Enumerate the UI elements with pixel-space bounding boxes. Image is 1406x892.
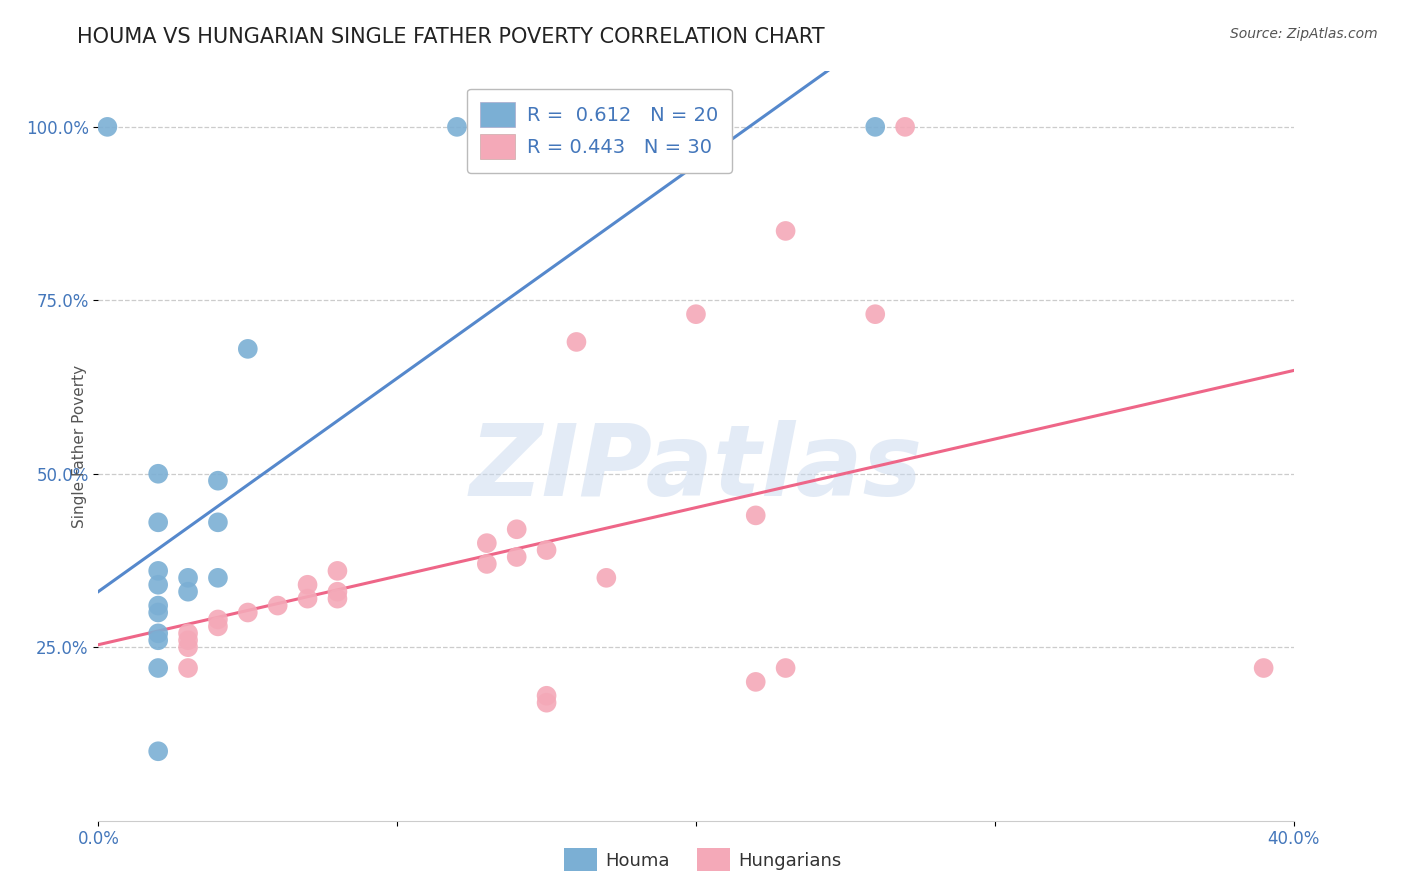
Legend: R =  0.612   N = 20, R = 0.443   N = 30: R = 0.612 N = 20, R = 0.443 N = 30 bbox=[467, 88, 731, 172]
Point bbox=[207, 619, 229, 633]
Point bbox=[297, 578, 319, 592]
Point bbox=[865, 120, 887, 134]
Point bbox=[207, 571, 229, 585]
Text: ZIPatlas: ZIPatlas bbox=[470, 420, 922, 517]
Point bbox=[148, 467, 170, 481]
Point bbox=[595, 571, 617, 585]
Point bbox=[236, 606, 259, 620]
Point bbox=[148, 516, 170, 530]
Point bbox=[536, 689, 558, 703]
Point bbox=[565, 334, 588, 349]
Point bbox=[177, 626, 200, 640]
Point bbox=[207, 516, 229, 530]
Point bbox=[475, 557, 498, 571]
Point bbox=[685, 307, 707, 321]
Point bbox=[297, 591, 319, 606]
Point bbox=[685, 120, 707, 134]
Point bbox=[207, 612, 229, 626]
Point bbox=[745, 508, 768, 523]
Point bbox=[148, 606, 170, 620]
Point bbox=[148, 633, 170, 648]
Point bbox=[506, 549, 529, 564]
Point bbox=[326, 591, 349, 606]
Point bbox=[506, 522, 529, 536]
Point bbox=[148, 564, 170, 578]
Point bbox=[207, 474, 229, 488]
Y-axis label: Single Father Poverty: Single Father Poverty bbox=[72, 365, 87, 527]
Point bbox=[536, 543, 558, 558]
Point bbox=[865, 307, 887, 321]
Point bbox=[475, 536, 498, 550]
Text: Source: ZipAtlas.com: Source: ZipAtlas.com bbox=[1230, 27, 1378, 41]
Point bbox=[1253, 661, 1275, 675]
Point bbox=[177, 633, 200, 648]
Point bbox=[745, 674, 768, 689]
Point bbox=[267, 599, 290, 613]
Point bbox=[148, 661, 170, 675]
Legend: Houma, Hungarians: Houma, Hungarians bbox=[557, 841, 849, 879]
Point bbox=[177, 571, 200, 585]
Point bbox=[148, 599, 170, 613]
Point bbox=[326, 584, 349, 599]
Point bbox=[536, 696, 558, 710]
Point bbox=[775, 224, 797, 238]
Point bbox=[148, 626, 170, 640]
Point bbox=[148, 578, 170, 592]
Text: HOUMA VS HUNGARIAN SINGLE FATHER POVERTY CORRELATION CHART: HOUMA VS HUNGARIAN SINGLE FATHER POVERTY… bbox=[77, 27, 825, 46]
Point bbox=[177, 661, 200, 675]
Point bbox=[326, 564, 349, 578]
Point bbox=[96, 120, 118, 134]
Point bbox=[177, 584, 200, 599]
Point bbox=[148, 744, 170, 758]
Point bbox=[446, 120, 468, 134]
Point bbox=[177, 640, 200, 655]
Point bbox=[894, 120, 917, 134]
Point bbox=[775, 661, 797, 675]
Point bbox=[236, 342, 259, 356]
